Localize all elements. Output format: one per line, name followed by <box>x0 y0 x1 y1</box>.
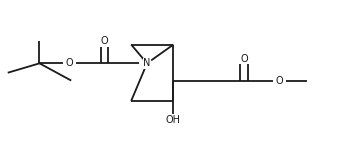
Text: OH: OH <box>166 115 181 125</box>
Text: O: O <box>65 58 73 68</box>
Text: N: N <box>143 58 151 68</box>
Text: O: O <box>240 54 248 64</box>
Text: O: O <box>101 36 109 46</box>
Text: O: O <box>275 76 283 86</box>
